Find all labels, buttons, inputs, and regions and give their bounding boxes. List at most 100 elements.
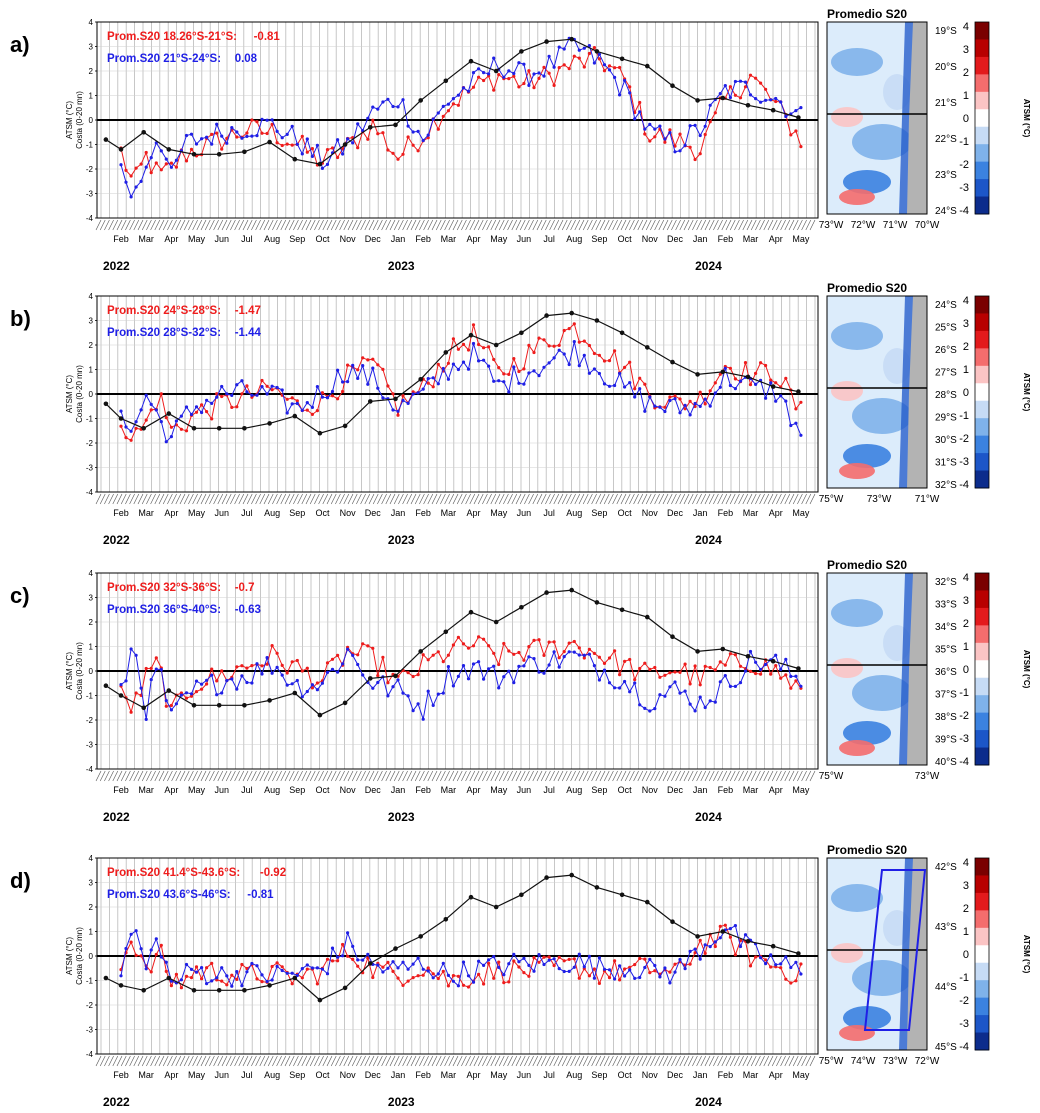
data-point (330, 959, 335, 963)
latitude-label: 26°S (935, 345, 957, 356)
data-point (235, 383, 239, 387)
data-point (396, 678, 400, 682)
data-point (295, 973, 299, 978)
data-point (436, 692, 440, 696)
data-point (144, 165, 148, 169)
day-tick-mark (305, 219, 312, 231)
data-point (794, 674, 798, 678)
day-tick-mark (360, 1055, 366, 1067)
data-point (628, 381, 632, 385)
data-point (638, 956, 642, 961)
day-tick-mark (608, 493, 614, 505)
day-tick-mark (776, 1055, 782, 1067)
y-tick-label: 2 (89, 341, 94, 350)
data-point (280, 388, 284, 392)
day-tick-mark (162, 219, 169, 231)
data-point (129, 174, 133, 178)
data-point (607, 968, 612, 972)
year-label: 2024 (695, 1095, 722, 1108)
data-point (673, 680, 677, 684)
data-point (723, 366, 727, 370)
colorbar-tick-label: 2 (963, 341, 969, 353)
anomaly-region (852, 960, 912, 996)
data-point (799, 433, 803, 437)
data-point (310, 966, 314, 970)
day-tick-mark (692, 219, 698, 231)
data-point (381, 131, 385, 135)
data-point (522, 367, 526, 371)
data-point (300, 134, 304, 138)
month-label: Jul (241, 508, 253, 518)
data-point (225, 983, 229, 987)
colorbar-segment (975, 997, 989, 1016)
day-tick-mark (146, 219, 152, 231)
data-point (759, 81, 763, 85)
data-point (471, 980, 476, 984)
data-point (592, 367, 597, 371)
reference-point (267, 698, 272, 703)
day-tick-mark (95, 493, 102, 505)
day-tick-mark (406, 493, 413, 505)
day-tick-mark (742, 770, 749, 782)
day-tick-mark (125, 770, 131, 782)
data-point (708, 103, 712, 107)
data-point (587, 647, 592, 651)
data-point (497, 73, 501, 77)
data-point (597, 956, 602, 960)
reference-point (443, 917, 449, 922)
data-point (260, 980, 264, 984)
colorbar-segment (975, 365, 989, 384)
data-point (532, 350, 536, 355)
day-tick-mark (221, 1055, 228, 1067)
day-tick-mark (759, 219, 765, 231)
day-tick-mark (272, 219, 278, 231)
data-point (759, 361, 763, 365)
day-tick-mark (259, 219, 266, 231)
data-point (477, 67, 481, 71)
data-point (255, 964, 259, 968)
data-point (431, 117, 435, 121)
data-point (366, 644, 370, 648)
day-tick-mark (792, 1055, 799, 1067)
data-point (618, 673, 622, 677)
month-label: May (490, 1070, 508, 1080)
day-tick-mark (267, 219, 274, 231)
data-point (119, 163, 123, 167)
data-point (668, 131, 672, 135)
day-tick-mark (713, 493, 719, 505)
month-label: Feb (113, 1070, 129, 1080)
data-point (738, 79, 743, 83)
data-point (310, 405, 314, 409)
data-point (446, 102, 450, 106)
data-point (240, 664, 244, 668)
series-blue (119, 924, 803, 988)
month-label: Mar (138, 1070, 154, 1080)
colorbar-tick-label: -3 (959, 456, 969, 468)
data-point (456, 635, 460, 639)
day-tick-mark (662, 493, 669, 505)
data-point (210, 961, 214, 966)
day-tick-mark (221, 770, 228, 782)
reference-point (569, 36, 574, 42)
day-tick-mark (654, 219, 660, 231)
day-tick-mark (767, 493, 774, 505)
day-tick-mark (557, 493, 564, 505)
month-label: Feb (718, 508, 734, 518)
data-point (542, 962, 546, 967)
data-point (184, 696, 189, 700)
data-point (346, 931, 350, 935)
day-tick-mark (524, 1055, 530, 1067)
day-tick-mark (545, 493, 551, 505)
data-point (290, 402, 294, 406)
data-point (235, 665, 239, 669)
month-label: Oct (618, 234, 633, 244)
data-point (436, 972, 440, 976)
day-tick-mark (679, 493, 686, 505)
reference-point (216, 703, 222, 708)
day-tick-mark (603, 493, 610, 505)
data-point (748, 964, 753, 968)
day-tick-mark (486, 493, 492, 505)
data-point (698, 133, 702, 138)
year-label: 2023 (388, 810, 415, 824)
